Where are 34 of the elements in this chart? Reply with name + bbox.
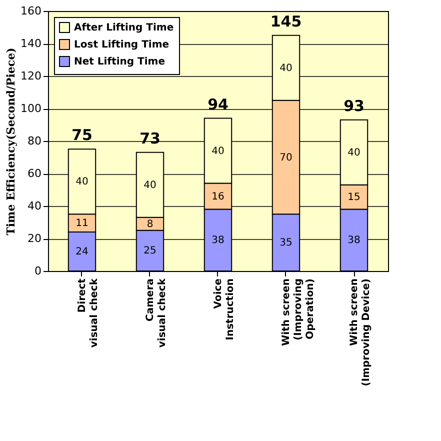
- data-label: 40: [348, 147, 360, 158]
- data-label: 11: [76, 218, 88, 230]
- y-tick-label: 40: [28, 200, 42, 212]
- y-tick-label: 20: [28, 232, 42, 245]
- total-label: 75: [72, 126, 92, 144]
- y-tick-label: 140: [20, 37, 42, 50]
- total-label: 145: [270, 12, 302, 30]
- data-label: 40: [280, 62, 292, 74]
- legend-label: Lost Lifting Time: [74, 40, 170, 50]
- data-label: 38: [348, 235, 360, 246]
- data-label: 70: [280, 152, 292, 164]
- y-axis-title: Time Efficiency(Second/Piece): [4, 48, 18, 236]
- y-tick-label: 100: [20, 102, 42, 115]
- total-label: 94: [208, 95, 228, 114]
- data-label: 15: [348, 192, 360, 204]
- y-tick-label: 80: [28, 134, 42, 148]
- data-label: 38: [212, 235, 224, 246]
- data-label: 40: [212, 146, 224, 157]
- y-tick-label: 160: [20, 4, 42, 18]
- legend-label: Net Lifting Time: [74, 56, 166, 68]
- legend-label: After Lifting Time: [74, 22, 174, 34]
- data-label: 24: [76, 246, 88, 258]
- data-label: 40: [76, 176, 88, 188]
- x-tick-label: Direct visual check: [77, 278, 100, 348]
- data-label: 8: [146, 218, 154, 230]
- x-tick-label: With screen (Improving Device): [349, 278, 372, 386]
- data-label: 16: [212, 191, 224, 202]
- y-tick-label: 120: [20, 70, 42, 82]
- data-label: 25: [144, 246, 156, 257]
- data-label: 40: [144, 180, 156, 191]
- data-label: 35: [280, 238, 292, 249]
- x-tick-label: With screen (Improving Operation): [281, 278, 316, 346]
- y-tick-label: 0: [34, 264, 42, 278]
- y-tick-label: 60: [28, 167, 42, 180]
